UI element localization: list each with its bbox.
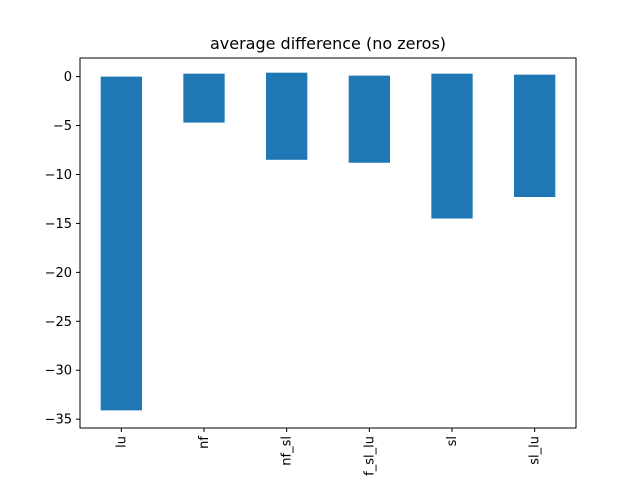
y-tick-label: −20	[45, 266, 72, 281]
x-axis-ticks: lu nf nf_sl f_sl_lu sl sl_lu	[114, 428, 543, 476]
y-tick-label: 0	[64, 70, 72, 85]
bar-f_sl_lu	[348, 75, 390, 163]
bar-sl_lu	[514, 74, 556, 197]
chart-title: average difference (no zeros)	[210, 34, 446, 53]
x-tick-label: nf	[197, 436, 212, 449]
y-tick-label: −5	[53, 119, 72, 134]
bar-nf_sl	[266, 72, 308, 160]
y-tick-label: −30	[45, 364, 72, 379]
bar-nf	[183, 73, 225, 123]
bars-group	[100, 72, 556, 411]
plot-frame	[79, 57, 577, 429]
bar-sl	[431, 73, 473, 219]
y-tick-label: −10	[45, 168, 72, 183]
x-tick-label: f_sl_lu	[362, 436, 377, 476]
bar-lu	[100, 76, 142, 411]
y-axis-ticks: 0 −5 −10 −15 −20 −25 −30 −35	[45, 70, 80, 428]
x-tick-label: lu	[114, 436, 129, 448]
x-tick-label: sl	[445, 436, 460, 446]
x-tick-label: sl_lu	[528, 436, 543, 465]
y-tick-label: −15	[45, 217, 72, 232]
y-tick-label: −35	[45, 413, 72, 428]
x-tick-label: nf_sl	[280, 436, 295, 466]
y-tick-label: −25	[45, 315, 72, 330]
